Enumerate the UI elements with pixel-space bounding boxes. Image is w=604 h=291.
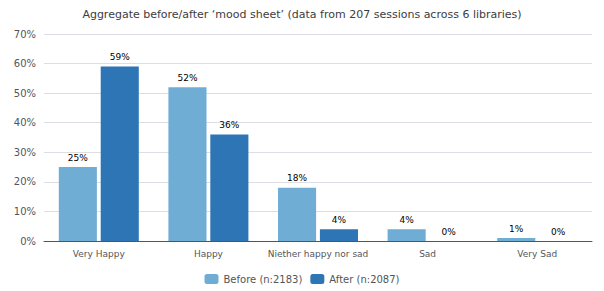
svg-text:Very Sad: Very Sad	[517, 249, 557, 259]
svg-text:Niether happy nor sad: Niether happy nor sad	[268, 249, 369, 259]
svg-text:59%: 59%	[110, 52, 130, 62]
svg-text:After (n:2087): After (n:2087)	[329, 274, 399, 285]
svg-text:25%: 25%	[68, 153, 88, 163]
svg-text:40%: 40%	[14, 117, 36, 128]
svg-text:10%: 10%	[14, 206, 36, 217]
svg-text:0%: 0%	[441, 227, 456, 237]
svg-text:Sad: Sad	[419, 249, 436, 259]
svg-text:Happy: Happy	[194, 249, 224, 259]
svg-text:1%: 1%	[509, 224, 524, 234]
svg-text:30%: 30%	[14, 147, 36, 158]
svg-text:36%: 36%	[219, 120, 239, 130]
svg-text:Before (n:2183): Before (n:2183)	[224, 274, 303, 285]
svg-text:Aggregate before/after ‘mood s: Aggregate before/after ‘mood sheet’ (dat…	[82, 8, 521, 21]
svg-text:Very Happy: Very Happy	[73, 249, 126, 259]
svg-text:50%: 50%	[14, 88, 36, 99]
svg-text:52%: 52%	[177, 73, 197, 83]
svg-text:60%: 60%	[14, 58, 36, 69]
svg-text:18%: 18%	[287, 173, 307, 183]
svg-text:0%: 0%	[551, 227, 566, 237]
svg-text:4%: 4%	[400, 215, 415, 225]
svg-text:70%: 70%	[14, 29, 36, 40]
svg-text:0%: 0%	[20, 236, 36, 247]
svg-text:4%: 4%	[332, 215, 347, 225]
svg-text:20%: 20%	[14, 176, 36, 187]
